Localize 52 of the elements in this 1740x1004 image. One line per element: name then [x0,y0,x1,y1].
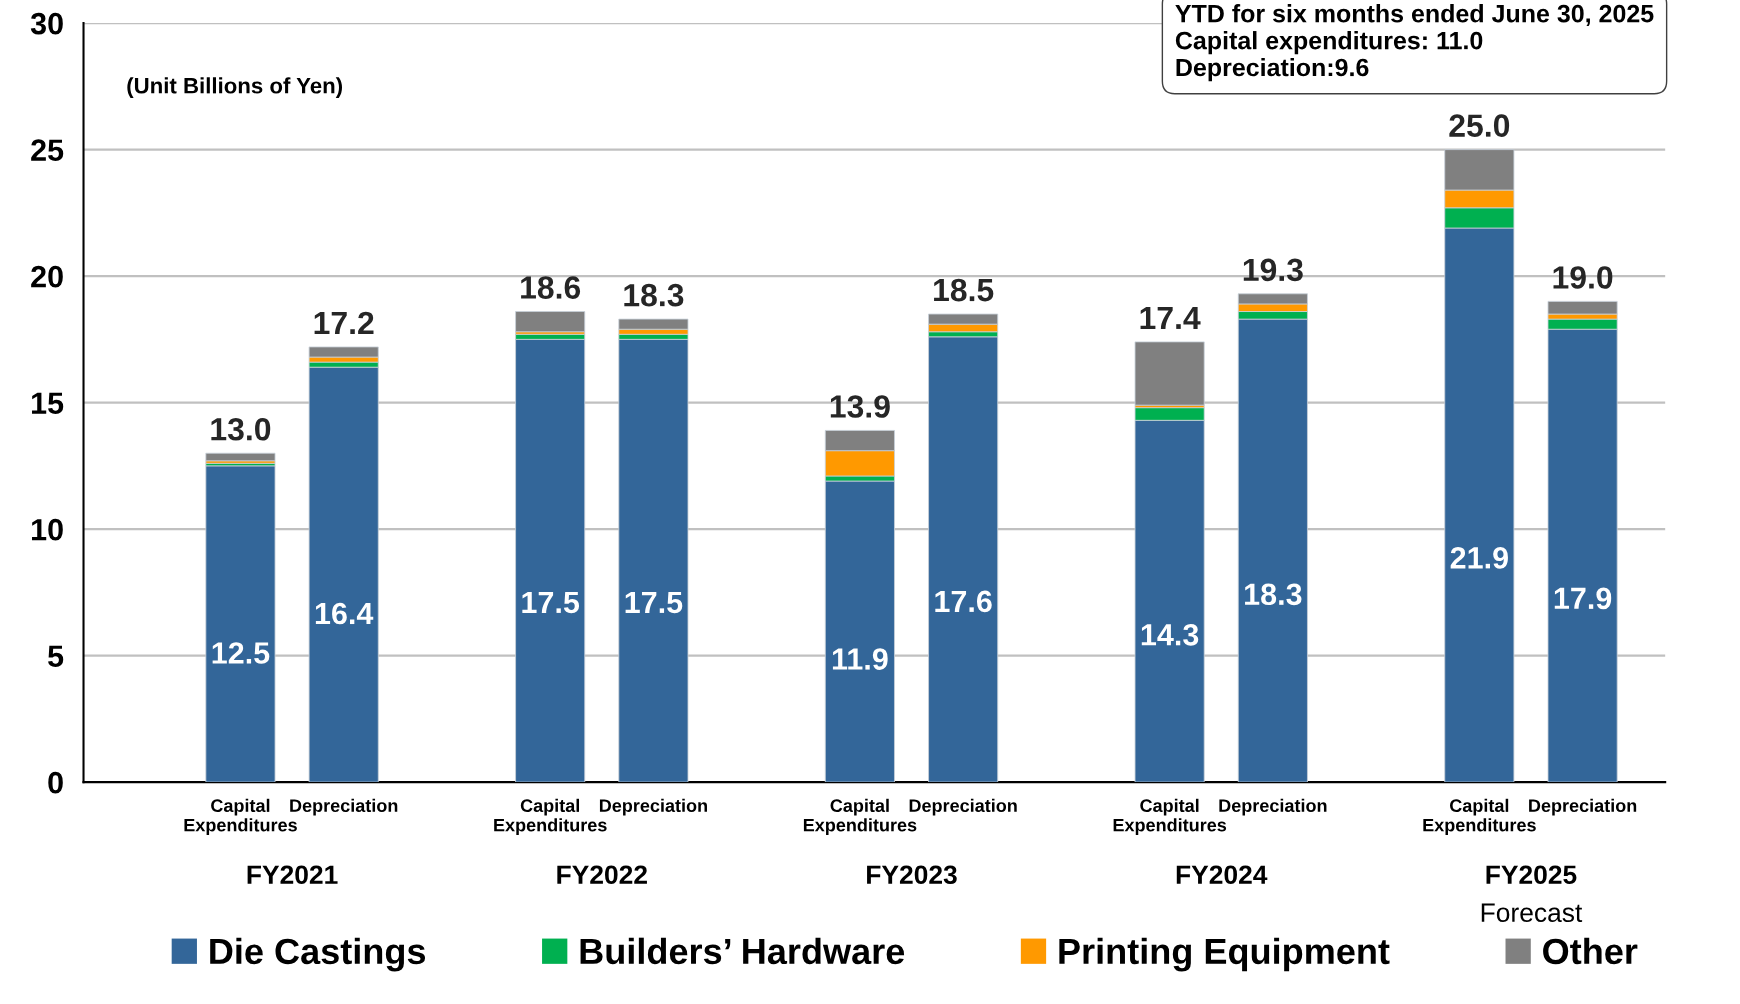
bar [515,338,586,783]
y-tick-label: 5 [48,645,64,667]
annotation: YTD for six months ended June 30, 2025 Capital expenditures: 11.0 Depreciation:9.6 [1175,4,1654,82]
bar [618,338,689,783]
x-tick-label: Depreciation [909,798,1017,816]
data-label: 12.5 [212,642,270,664]
y-tick-label: 20 [31,265,63,288]
total-label: 19.0 [1553,266,1613,289]
x-tick-label: Depreciation [1529,798,1637,816]
data-label: 21.9 [1450,547,1508,569]
x-tick-label: Depreciation [290,798,398,816]
data-label: 17.5 [625,591,683,614]
y-tick-label: 0 [48,771,63,794]
annotation: (Unit Billions of Yen) [127,77,343,98]
y-tick-label: 25 [31,139,64,161]
data-label: 17.5 [522,591,580,614]
bar [308,366,379,783]
x-tick-label: Depreciation [1219,798,1327,816]
total-label: 18.3 [624,283,684,307]
legend-label: Printing Equipment [1059,937,1390,972]
text: FY2021 [247,865,338,885]
text: FY2025 Forecast [1481,865,1583,923]
text: FY2023 [867,865,957,885]
data-label: 16.4 [315,602,374,625]
text: FY2022 [557,865,647,885]
total-label: 17.2 [314,311,374,334]
total-label: 13.0 [211,417,271,441]
text: FY2024 [1176,865,1268,885]
data-label: 14.3 [1141,623,1199,646]
bar [205,452,276,462]
total-label: 18.6 [521,276,581,299]
x-tick-label: Depreciation [599,798,707,816]
y-tick-label: 30 [30,12,63,35]
bar [205,465,276,783]
bar [824,480,895,783]
total-label: 17.4 [1140,306,1201,329]
y-tick-label: 15 [32,392,64,414]
y-tick-label: 10 [32,518,63,541]
legend-label: Builders’ Hardware [580,937,905,965]
total-label: 25.0 [1449,114,1510,137]
legend-label: Die Castings [210,937,426,972]
bar [1134,341,1205,406]
data-label: 17.6 [935,590,992,613]
total-label: 19.3 [1243,258,1303,282]
total-label: 18.5 [934,278,994,302]
legend-label: Other [1543,937,1638,965]
bar [515,311,586,333]
data-label: 11.9 [832,648,888,670]
data-label: 18.3 [1245,583,1302,606]
total-label: 13.9 [830,395,890,418]
data-label: 17.9 [1554,587,1612,610]
bar [928,336,999,783]
